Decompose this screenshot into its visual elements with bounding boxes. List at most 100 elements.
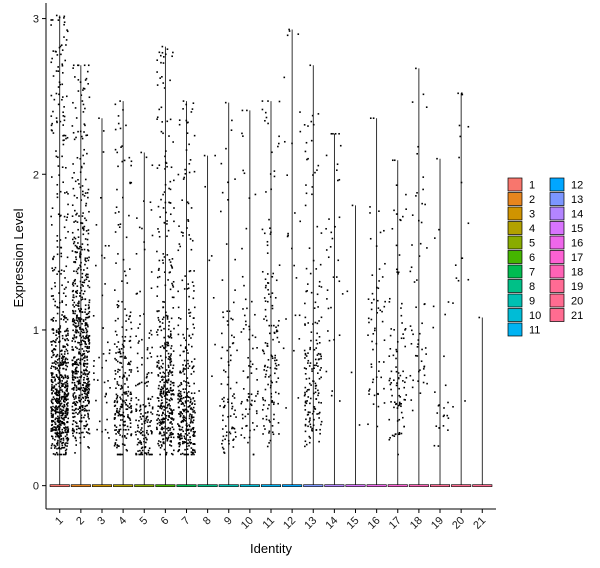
x-tick-label: 10 xyxy=(239,515,256,532)
x-tick-label: 14 xyxy=(323,515,340,532)
violin-base-18 xyxy=(408,484,429,487)
legend-swatch xyxy=(507,250,523,264)
y-ticks: 0 1 2 3 xyxy=(33,14,46,493)
violin-base-8 xyxy=(197,484,218,487)
violin-base-19 xyxy=(429,484,451,487)
legend-item-6: 6 xyxy=(507,250,535,264)
violin-base-20 xyxy=(451,484,472,487)
y-tick-label: 1 xyxy=(33,325,39,337)
legend-item-11: 11 xyxy=(507,322,540,337)
points-10 xyxy=(240,109,259,456)
x-tick-label: 6 xyxy=(159,515,172,528)
legend-label: 14 xyxy=(571,209,583,221)
y-tick-label: 0 xyxy=(33,481,39,493)
legend-label: 13 xyxy=(571,194,583,206)
x-tick-label: 15 xyxy=(344,515,361,532)
legend-swatch xyxy=(549,293,565,308)
x-axis-title: Identity xyxy=(250,541,292,556)
points-4 xyxy=(113,100,133,456)
legend-swatch xyxy=(507,308,523,322)
points-21 xyxy=(478,316,481,319)
legend-item-15: 15 xyxy=(549,221,583,235)
legend-label: 16 xyxy=(571,238,583,250)
x-tick-label: 13 xyxy=(302,515,319,532)
points-8 xyxy=(198,154,216,392)
x-ticks: 1 2 3 4 5 6 7 8 9 10 11 12 13 14 15 16 17 18 19 20 21 xyxy=(53,509,488,532)
legend-item-12: 12 xyxy=(549,177,583,192)
legend-label: 18 xyxy=(571,267,583,279)
x-tick-label: 4 xyxy=(116,515,129,528)
points-5 xyxy=(134,151,154,456)
violin-base-2 xyxy=(70,484,91,487)
plot-area xyxy=(49,15,493,487)
points-3 xyxy=(92,117,111,439)
legend-swatch xyxy=(549,250,565,264)
legend-swatch xyxy=(549,206,565,221)
legend-swatch xyxy=(549,264,565,279)
x-tick-label: 17 xyxy=(387,515,404,532)
points-6 xyxy=(155,45,175,456)
legend-swatch xyxy=(507,235,523,250)
legend-label: 4 xyxy=(529,223,535,235)
legend-item-9: 9 xyxy=(507,293,535,308)
y-axis-title: Expression Level xyxy=(11,208,26,307)
points-17 xyxy=(388,159,408,456)
points-9 xyxy=(219,101,238,454)
violin-base-14 xyxy=(324,484,345,487)
points-14 xyxy=(325,132,344,402)
x-tick-label: 19 xyxy=(429,515,446,532)
violin-base-9 xyxy=(218,484,239,487)
legend-swatch xyxy=(507,264,523,279)
violin-base-4 xyxy=(113,484,134,487)
legend-item-10: 10 xyxy=(507,308,541,322)
x-tick-label: 8 xyxy=(201,515,214,528)
x-tick-label: 3 xyxy=(95,515,108,528)
violin-base-7 xyxy=(176,484,197,487)
x-tick-label: 21 xyxy=(471,515,488,532)
legend-label: 8 xyxy=(529,281,535,293)
legend-swatch xyxy=(507,206,523,221)
legend-swatch xyxy=(507,221,523,235)
violin-base-16 xyxy=(366,484,387,487)
legend-label: 15 xyxy=(571,223,583,235)
violin-base-15 xyxy=(345,484,366,487)
x-tick-label: 2 xyxy=(74,515,87,528)
legend-item-1: 1 xyxy=(507,177,535,192)
legend-item-20: 20 xyxy=(549,293,583,308)
legend-label: 5 xyxy=(529,238,535,250)
legend-item-5: 5 xyxy=(507,235,535,250)
violin-base-10 xyxy=(239,484,260,487)
points-12 xyxy=(282,28,302,409)
x-tick-label: 20 xyxy=(450,515,467,532)
legend-swatch xyxy=(549,177,565,192)
violin-base-13 xyxy=(303,484,324,487)
x-tick-label: 5 xyxy=(138,515,151,528)
legend-swatch xyxy=(507,322,523,337)
legend-item-21: 21 xyxy=(549,308,583,322)
points-18 xyxy=(409,67,428,412)
legend-swatch xyxy=(549,235,565,250)
legend-item-7: 7 xyxy=(507,264,535,279)
legend-item-3: 3 xyxy=(507,206,535,221)
legend-item-4: 4 xyxy=(507,221,535,235)
legend-swatch xyxy=(549,221,565,235)
points-7 xyxy=(177,100,196,456)
points-1 xyxy=(50,14,70,456)
legend-label: 12 xyxy=(571,180,583,192)
points-2 xyxy=(71,64,91,454)
legend-item-18: 18 xyxy=(549,264,583,279)
legend-label: 20 xyxy=(571,296,583,308)
legend-item-14: 14 xyxy=(549,206,583,221)
legend-swatch xyxy=(549,279,565,293)
x-tick-label: 12 xyxy=(281,515,298,532)
legend-item-13: 13 xyxy=(549,192,583,206)
violin-base-17 xyxy=(387,484,408,487)
legend-label: 19 xyxy=(571,281,583,293)
legend-swatch xyxy=(549,308,565,322)
legend-label: 3 xyxy=(529,209,535,221)
violin-base-12 xyxy=(282,484,303,487)
y-tick-label: 2 xyxy=(33,169,39,181)
legend-label: 10 xyxy=(529,310,541,322)
